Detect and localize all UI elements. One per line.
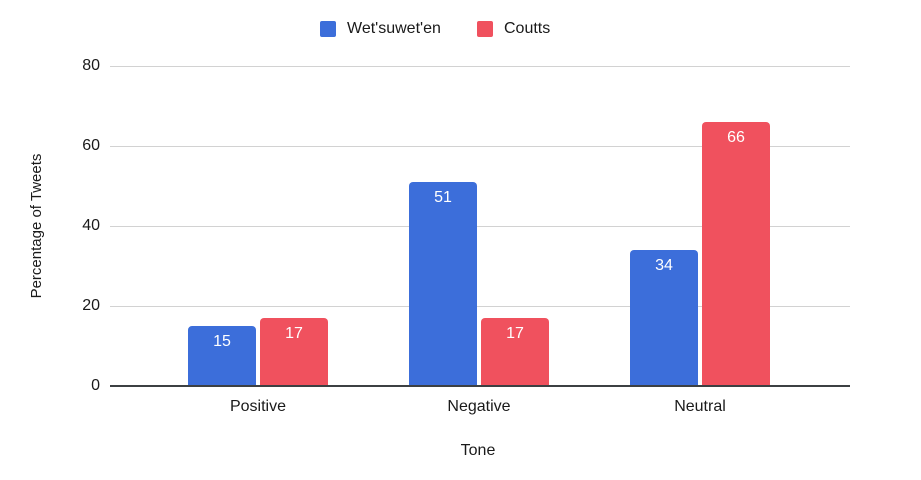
bar-neutral-series1 [702,122,770,386]
bar-neutral-series0 [630,250,698,386]
bar-negative-series1 [481,318,549,386]
bar-value-label: 17 [285,325,303,342]
legend-label-coutts: Coutts [504,20,551,37]
bar-positive-series1 [260,318,328,386]
x-category-label-negative: Negative [447,398,511,415]
legend-item-coutts: Coutts [477,14,550,44]
x-category-label-neutral: Neutral [674,398,726,415]
y-tick-label-0: 0 [91,377,100,394]
y-axis-title: Percentage of Tweets [28,153,45,299]
legend-item-wetsuweten: Wet'suwet'en [320,14,441,44]
y-tick-label-20: 20 [82,297,100,314]
gridline-60 [110,146,850,147]
bar-value-label: 17 [506,325,524,342]
x-axis-line [110,385,850,387]
y-tick-label-80: 80 [82,57,100,74]
bar-value-label: 15 [213,333,231,350]
y-tick-label-40: 40 [82,217,100,234]
bar-value-label: 51 [434,189,452,206]
gridline-40 [110,226,850,227]
x-axis-title: Tone [460,442,496,459]
legend-label-wetsuweten: Wet'suwet'en [347,20,441,37]
bar-positive-series0 [188,326,256,386]
legend-swatch-red-icon [477,21,493,37]
y-tick-label-60: 60 [82,137,100,154]
gridline-80 [110,66,850,67]
gridline-20 [110,306,850,307]
bar-negative-series0 [409,182,477,386]
bar-value-label: 66 [727,129,745,146]
x-category-label-positive: Positive [229,398,287,415]
bar-value-label: 34 [655,257,673,274]
legend-swatch-blue-icon [320,21,336,37]
